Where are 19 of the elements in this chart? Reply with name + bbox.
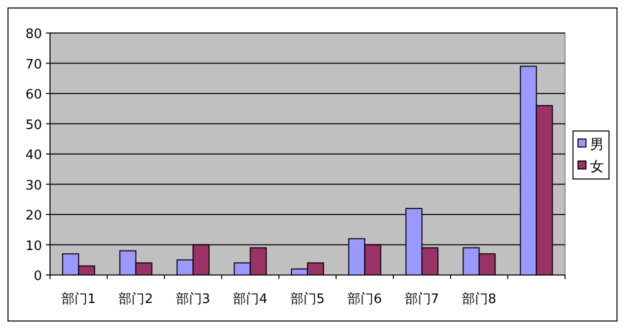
x-tick-label: 部门7 <box>404 291 440 307</box>
y-tick-label: 70 <box>25 57 42 72</box>
y-tick-label: 50 <box>25 118 42 133</box>
x-tick-label: 部门4 <box>233 291 268 307</box>
y-tick-label: 40 <box>25 148 42 163</box>
y-tick-label: 0 <box>34 269 42 284</box>
y-tick-label: 60 <box>25 88 42 102</box>
legend-label: 女 <box>590 159 604 175</box>
y-tick-label: 80 <box>25 27 42 42</box>
x-tick-label: 部门8 <box>462 291 496 307</box>
y-tick-label: 20 <box>25 208 42 224</box>
x-tick-label: 部门2 <box>118 291 153 307</box>
x-tick-label: 部门3 <box>176 291 210 307</box>
y-tick-label: 30 <box>25 178 42 194</box>
x-tick-label: 部门5 <box>290 291 325 307</box>
legend-label: 男 <box>590 137 604 153</box>
x-tick-label: 部门1 <box>61 291 96 307</box>
x-tick-label: 部门6 <box>348 291 382 307</box>
y-tick-label: 10 <box>25 238 42 254</box>
